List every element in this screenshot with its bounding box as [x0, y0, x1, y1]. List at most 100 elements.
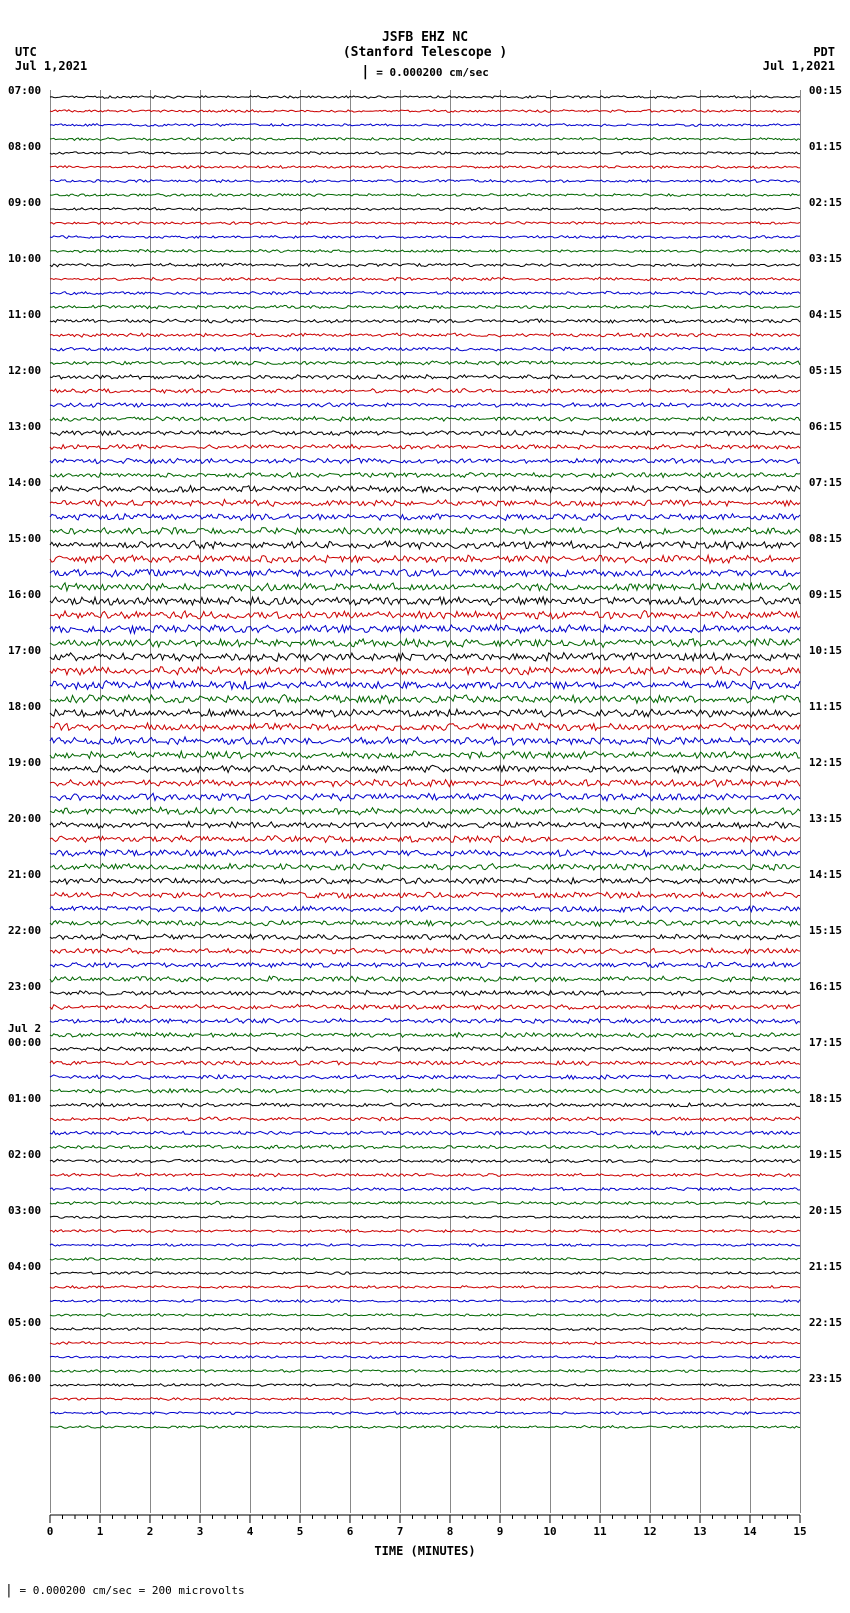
utc-hour-label: 04:00: [8, 1260, 41, 1273]
plot-area: 07:0000:1508:0001:1509:0002:1510:0003:15…: [50, 90, 800, 1513]
seismogram-trace: [50, 1000, 800, 1014]
utc-hour-label: 02:00: [8, 1148, 41, 1161]
footer-note: | = 0.000200 cm/sec = 200 microvolts: [5, 1583, 245, 1598]
seismogram-trace: [50, 524, 800, 538]
seismogram-trace: 13:0006:15: [50, 426, 800, 440]
pdt-hour-label: 11:15: [809, 700, 842, 713]
seismogram-trace: [50, 272, 800, 286]
seismogram-trace: [50, 776, 800, 790]
seismogram-trace: 02:0019:15: [50, 1154, 800, 1168]
seismogram-trace: [50, 174, 800, 188]
seismogram-trace: [50, 1238, 800, 1252]
seismogram-trace: [50, 454, 800, 468]
pdt-hour-label: 12:15: [809, 756, 842, 769]
pdt-hour-label: 10:15: [809, 644, 842, 657]
station-title: JSFB EHZ NC: [0, 30, 850, 45]
seismogram-trace: 03:0020:15: [50, 1210, 800, 1224]
seismogram-trace: [50, 860, 800, 874]
seismogram-trace: [50, 342, 800, 356]
seismogram-trace: [50, 1168, 800, 1182]
utc-hour-label: 12:00: [8, 364, 41, 377]
pdt-hour-label: 17:15: [809, 1036, 842, 1049]
seismogram-trace: [50, 496, 800, 510]
pdt-hour-label: 04:15: [809, 308, 842, 321]
seismogram-trace: [50, 1406, 800, 1420]
seismogram-trace: 21:0014:15: [50, 874, 800, 888]
seismogram-trace: [50, 622, 800, 636]
utc-hour-label: 13:00: [8, 420, 41, 433]
seismogram-trace: 16:0009:15: [50, 594, 800, 608]
utc-hour-label: 00:00: [8, 1036, 41, 1049]
seismogram-trace: 11:0004:15: [50, 314, 800, 328]
seismogram-trace: [50, 1112, 800, 1126]
utc-hour-label: 21:00: [8, 868, 41, 881]
seismogram-trace: 15:0008:15: [50, 538, 800, 552]
pdt-hour-label: 16:15: [809, 980, 842, 993]
pdt-hour-label: 01:15: [809, 140, 842, 153]
seismogram-trace: [50, 1126, 800, 1140]
utc-hour-label: 15:00: [8, 532, 41, 545]
pdt-hour-label: 09:15: [809, 588, 842, 601]
seismogram-trace: 07:0000:15: [50, 90, 800, 104]
utc-hour-label: 19:00: [8, 756, 41, 769]
seismogram-trace: [50, 1294, 800, 1308]
helicorder-container: UTC Jul 1,2021 PDT Jul 1,2021 JSFB EHZ N…: [0, 0, 850, 1613]
seismogram-trace: [50, 1014, 800, 1028]
seismogram-trace: [50, 692, 800, 706]
pdt-hour-label: 08:15: [809, 532, 842, 545]
seismogram-trace: [50, 748, 800, 762]
seismogram-trace: [50, 678, 800, 692]
seismogram-trace: [50, 1420, 800, 1434]
seismogram-trace: 20:0013:15: [50, 818, 800, 832]
utc-hour-label: 16:00: [8, 588, 41, 601]
grid-line: [800, 90, 801, 1513]
pdt-hour-label: 02:15: [809, 196, 842, 209]
utc-hour-label: 08:00: [8, 140, 41, 153]
pdt-hour-label: 21:15: [809, 1260, 842, 1273]
utc-hour-label: 10:00: [8, 252, 41, 265]
tz-right-label: PDT: [763, 45, 835, 59]
utc-hour-label: 11:00: [8, 308, 41, 321]
seismogram-trace: [50, 384, 800, 398]
seismogram-trace: [50, 356, 800, 370]
seismogram-trace: [50, 160, 800, 174]
footer-text: = 0.000200 cm/sec = 200 microvolts: [19, 1584, 244, 1597]
seismogram-trace: [50, 104, 800, 118]
seismogram-trace: [50, 552, 800, 566]
pdt-hour-label: 19:15: [809, 1148, 842, 1161]
seismogram-trace: [50, 804, 800, 818]
pdt-hour-label: 13:15: [809, 812, 842, 825]
seismogram-trace: [50, 734, 800, 748]
seismogram-trace: [50, 328, 800, 342]
seismogram-trace: [50, 972, 800, 986]
seismogram-trace: [50, 118, 800, 132]
seismogram-trace: 12:0005:15: [50, 370, 800, 384]
seismogram-trace: [50, 916, 800, 930]
seismogram-trace: 01:0018:15: [50, 1098, 800, 1112]
utc-hour-label: 03:00: [8, 1204, 41, 1217]
date-marker: Jul 2: [8, 1022, 41, 1035]
seismogram-trace: [50, 510, 800, 524]
utc-hour-label: 14:00: [8, 476, 41, 489]
utc-hour-label: 07:00: [8, 84, 41, 97]
pdt-hour-label: 23:15: [809, 1372, 842, 1385]
seismogram-trace: [50, 132, 800, 146]
seismogram-trace: [50, 398, 800, 412]
seismogram-trace: [50, 1336, 800, 1350]
seismogram-trace: [50, 1140, 800, 1154]
seismogram-trace: [50, 1392, 800, 1406]
seismogram-trace: [50, 216, 800, 230]
seismogram-trace: [50, 790, 800, 804]
seismogram-trace: [50, 286, 800, 300]
utc-hour-label: 17:00: [8, 644, 41, 657]
seismogram-trace: 17:0010:15: [50, 650, 800, 664]
utc-hour-label: 22:00: [8, 924, 41, 937]
seismogram-trace: [50, 1070, 800, 1084]
seismogram-trace: [50, 412, 800, 426]
seismogram-trace: [50, 1280, 800, 1294]
seismogram-trace: [50, 230, 800, 244]
seismogram-trace: [50, 300, 800, 314]
seismogram-trace: [50, 580, 800, 594]
seismogram-trace: [50, 1308, 800, 1322]
timezone-left: UTC Jul 1,2021: [15, 45, 87, 73]
